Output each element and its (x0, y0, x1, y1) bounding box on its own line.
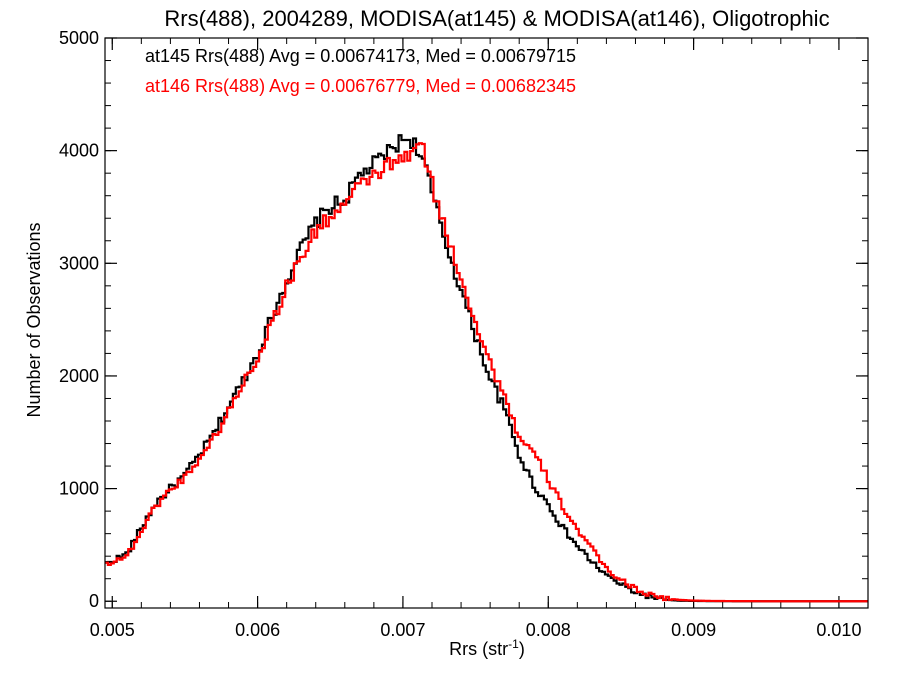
x-axis-title-main: Rrs (str (449, 639, 508, 659)
x-tick-label: 0.010 (816, 620, 861, 640)
x-axis-title-close: ) (519, 639, 525, 659)
x-tick-label: 0.007 (380, 620, 425, 640)
y-tick-label: 5000 (59, 28, 99, 48)
x-axis-title: Rrs (str-1) (449, 637, 525, 659)
tick-marks (105, 37, 869, 608)
x-tick-label: 0.006 (235, 620, 280, 640)
y-tick-label: 0 (89, 591, 99, 611)
y-tick-label: 3000 (59, 253, 99, 273)
x-axis-title-superscript: -1 (508, 637, 519, 651)
y-tick-label: 4000 (59, 141, 99, 161)
x-tick-label: 0.009 (671, 620, 716, 640)
plot-frame (104, 37, 869, 609)
annotation-at146: at146 Rrs(488) Avg = 0.00676779, Med = 0… (145, 76, 576, 96)
x-tick-label: 0.008 (526, 620, 571, 640)
x-tick-label: 0.005 (90, 620, 135, 640)
annotation-at145: at145 Rrs(488) Avg = 0.00674173, Med = 0… (145, 46, 576, 66)
series-at146-line (105, 142, 868, 603)
series-at145-line (105, 134, 868, 603)
y-tick-labels: 0 1000 2000 3000 4000 5000 (59, 28, 99, 611)
y-tick-label: 2000 (59, 366, 99, 386)
y-tick-label: 1000 (59, 479, 99, 499)
x-tick-labels: 0.005 0.006 0.007 0.008 0.009 0.010 (90, 620, 862, 640)
chart-title: Rrs(488), 2004289, MODISA(at145) & MODIS… (164, 6, 829, 31)
series-group (105, 134, 868, 603)
y-axis-title: Number of Observations (24, 222, 44, 417)
